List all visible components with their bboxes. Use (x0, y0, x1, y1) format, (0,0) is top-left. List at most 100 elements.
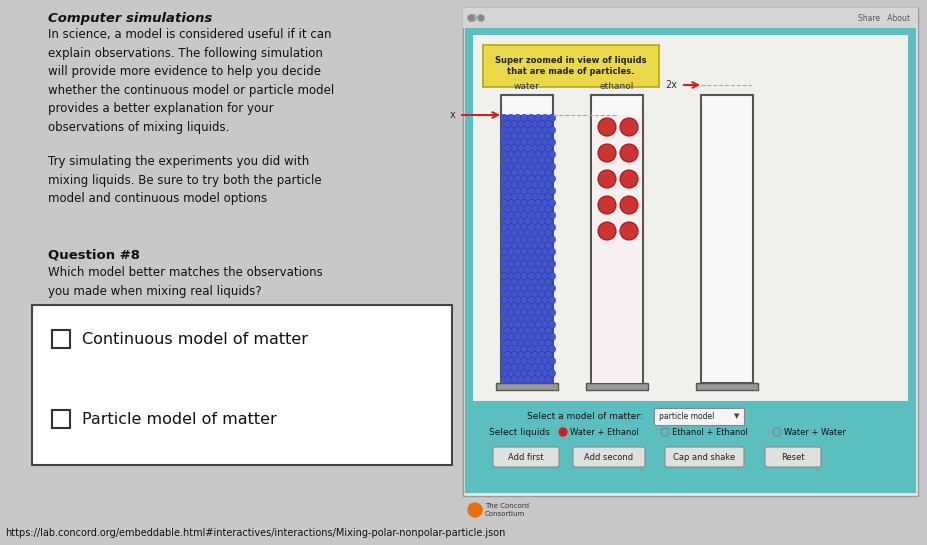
Circle shape (510, 290, 517, 298)
Circle shape (520, 345, 527, 353)
Circle shape (500, 138, 507, 146)
FancyBboxPatch shape (52, 330, 70, 348)
Circle shape (500, 296, 507, 304)
Circle shape (544, 376, 552, 383)
Circle shape (540, 138, 548, 146)
Circle shape (506, 150, 514, 158)
Circle shape (516, 364, 525, 371)
Circle shape (527, 321, 535, 329)
Circle shape (516, 327, 525, 335)
Circle shape (520, 126, 527, 134)
Circle shape (544, 205, 552, 213)
Circle shape (503, 205, 511, 213)
Circle shape (503, 266, 511, 274)
Circle shape (514, 126, 521, 134)
Circle shape (538, 364, 545, 371)
Text: Cap and shake: Cap and shake (673, 452, 735, 462)
Circle shape (544, 230, 552, 237)
Circle shape (540, 211, 548, 219)
Circle shape (503, 181, 511, 189)
Circle shape (530, 242, 538, 250)
Circle shape (500, 370, 507, 377)
Circle shape (520, 223, 527, 231)
Circle shape (524, 144, 531, 152)
Text: https://lab.concord.org/embeddable.html#interactives/interactions/Mixing-polar-n: https://lab.concord.org/embeddable.html#… (5, 528, 505, 538)
Circle shape (520, 163, 527, 171)
Circle shape (500, 199, 507, 207)
Circle shape (527, 309, 535, 316)
Circle shape (506, 223, 514, 231)
Circle shape (527, 248, 535, 256)
Circle shape (506, 163, 514, 171)
Circle shape (597, 222, 616, 240)
Circle shape (516, 169, 525, 177)
Circle shape (500, 223, 507, 231)
Text: In science, a model is considered useful if it can
explain observations. The fol: In science, a model is considered useful… (48, 28, 334, 134)
Circle shape (506, 211, 514, 219)
Circle shape (524, 327, 531, 335)
FancyBboxPatch shape (463, 8, 917, 496)
Circle shape (530, 376, 538, 383)
Circle shape (520, 370, 527, 377)
Circle shape (524, 290, 531, 298)
Circle shape (544, 120, 552, 128)
Text: water: water (514, 82, 540, 91)
Circle shape (514, 223, 521, 231)
Circle shape (540, 333, 548, 341)
Circle shape (520, 358, 527, 365)
Circle shape (524, 230, 531, 237)
Circle shape (538, 120, 545, 128)
Circle shape (548, 163, 555, 171)
Circle shape (527, 114, 535, 122)
Circle shape (548, 309, 555, 316)
Text: Select a model of matter:: Select a model of matter: (527, 411, 642, 421)
Circle shape (524, 132, 531, 140)
Circle shape (503, 290, 511, 298)
Circle shape (510, 242, 517, 250)
Circle shape (520, 187, 527, 195)
Circle shape (544, 339, 552, 347)
Circle shape (503, 217, 511, 225)
Circle shape (548, 358, 555, 365)
Text: Which model better matches the observations
you made when mixing real liquids?: Which model better matches the observati… (48, 266, 323, 298)
Circle shape (503, 302, 511, 310)
Circle shape (540, 114, 548, 122)
Circle shape (534, 296, 541, 304)
Circle shape (538, 266, 545, 274)
Circle shape (548, 236, 555, 244)
Circle shape (524, 181, 531, 189)
Circle shape (503, 339, 511, 347)
Circle shape (540, 358, 548, 365)
Circle shape (500, 175, 507, 183)
Circle shape (538, 290, 545, 298)
Circle shape (534, 175, 541, 183)
Circle shape (530, 157, 538, 165)
Circle shape (534, 211, 541, 219)
Circle shape (503, 230, 511, 237)
Circle shape (503, 278, 511, 286)
Circle shape (503, 364, 511, 371)
Circle shape (534, 272, 541, 280)
Circle shape (503, 132, 511, 140)
Circle shape (540, 223, 548, 231)
Circle shape (514, 333, 521, 341)
Circle shape (527, 126, 535, 134)
Circle shape (520, 260, 527, 268)
Circle shape (530, 120, 538, 128)
Circle shape (548, 187, 555, 195)
Circle shape (548, 114, 555, 122)
Circle shape (597, 144, 616, 162)
FancyBboxPatch shape (585, 383, 647, 390)
Circle shape (544, 302, 552, 310)
Circle shape (506, 296, 514, 304)
Circle shape (548, 150, 555, 158)
Circle shape (619, 144, 638, 162)
Circle shape (510, 230, 517, 237)
Circle shape (540, 175, 548, 183)
Circle shape (544, 327, 552, 335)
Circle shape (514, 187, 521, 195)
Circle shape (540, 199, 548, 207)
Circle shape (500, 260, 507, 268)
Circle shape (500, 284, 507, 292)
Circle shape (503, 169, 511, 177)
